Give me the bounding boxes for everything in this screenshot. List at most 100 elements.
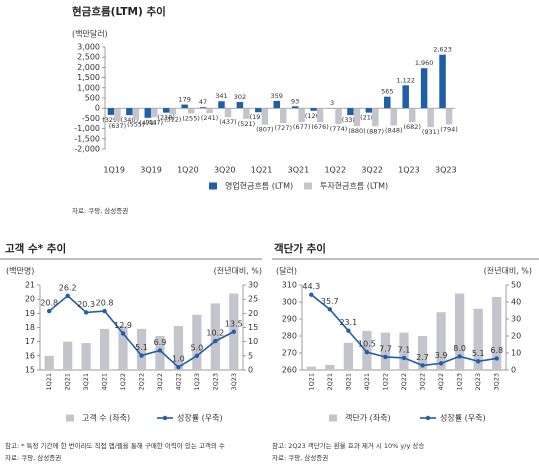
value-label: (218) (360, 114, 377, 122)
bar (236, 102, 244, 109)
value-label: 1.0 (172, 355, 185, 364)
value-label: (887) (367, 127, 384, 135)
bar (44, 355, 54, 370)
value-label: 7.1 (398, 345, 411, 354)
yticks-label: 15 (25, 366, 35, 375)
value-label: (126) (305, 112, 322, 120)
yticks-label: 19 (25, 309, 35, 318)
y2ticks-label: 10 (248, 337, 258, 346)
yticks-label: 2,000 (77, 63, 100, 72)
yticks-label: 2,500 (77, 53, 100, 62)
value-label: 7.7 (379, 344, 392, 353)
value-label: (931) (422, 128, 439, 136)
value-label: 1,122 (396, 76, 415, 84)
yticks-label: 280 (282, 332, 297, 341)
value-label: (848) (385, 126, 402, 134)
value-label: (880) (348, 127, 365, 135)
yticks-label: 310 (282, 281, 297, 290)
value-label: 26.2 (59, 283, 77, 292)
value-label: 6.9 (154, 338, 167, 347)
line-point (231, 329, 236, 334)
value-label: 20.3 (77, 300, 95, 309)
bar (118, 326, 128, 370)
bar (206, 108, 213, 114)
line-point (438, 361, 444, 366)
x-tick-label: 1Q22 (381, 373, 389, 391)
value-label: (555) (127, 121, 144, 129)
bar (408, 108, 416, 123)
yticks-label: 500 (85, 94, 100, 103)
value-label: 12.9 (114, 321, 132, 330)
x-tick-label: 2Q21 (64, 373, 72, 391)
bar (335, 108, 342, 124)
value-label: 3 (330, 99, 334, 107)
value-label: (329) (102, 116, 119, 124)
bar (365, 108, 373, 113)
bar (380, 332, 391, 370)
bar (218, 101, 225, 109)
x-tick-label: 2Q21 (326, 373, 334, 391)
bar (316, 108, 324, 122)
value-label: 6.8 (490, 346, 503, 355)
bar (280, 108, 287, 124)
value-label: (521) (238, 120, 255, 128)
y2ticks-label: 0 (248, 366, 253, 375)
line-point (83, 310, 89, 315)
bar (107, 108, 115, 115)
bar (343, 342, 353, 370)
x-tick-label: 3Q22 (156, 373, 164, 391)
yticks-label: -500 (82, 114, 100, 123)
legend-swatch (66, 414, 74, 422)
bar (261, 108, 269, 125)
bar (81, 343, 91, 370)
x-tick-label: 4Q21 (101, 373, 109, 391)
bar (99, 328, 110, 370)
source: 자료: 쿠팡, 삼성증권 (272, 453, 328, 462)
line-point (102, 308, 107, 314)
legend-label: 성장률 (우축) (177, 413, 223, 423)
y2ticks-label: 15 (248, 323, 258, 332)
value-label: 359 (271, 92, 283, 100)
y-axis-label: (백만달러) (72, 29, 108, 39)
bar (399, 332, 409, 370)
legend-label: 영업현금흐름 (LTM) (225, 181, 293, 191)
yticks-label: 270 (282, 349, 297, 358)
line-point (420, 363, 425, 368)
bar (455, 293, 465, 370)
value-label: (312) (164, 116, 181, 124)
bar (210, 303, 220, 370)
bar (306, 366, 316, 370)
legend-swatch (425, 415, 431, 421)
bar (224, 108, 232, 118)
line-point (383, 354, 388, 360)
value-label: 302 (234, 93, 246, 101)
bar (181, 104, 188, 109)
source: 자료: 쿠팡, 삼성증권 (72, 206, 128, 215)
value-label: 10.2 (206, 329, 224, 338)
chart-title: 객단가 추이 (274, 242, 326, 255)
value-label: 341 (215, 92, 227, 100)
bar (162, 108, 170, 113)
x-tick-label: 1Q22 (324, 166, 346, 175)
value-label: (218) (157, 114, 174, 122)
line-point (494, 356, 499, 361)
x-tick-label: 1Q23 (193, 373, 201, 391)
y2ticks-label: 40 (511, 298, 521, 307)
value-label: 23.1 (339, 318, 357, 327)
x-tick-label: 3Q21 (344, 373, 352, 391)
value-label: 20.8 (96, 299, 114, 308)
y2-axis-label: (전년대비, %) (214, 266, 262, 276)
x-tick-label: 1Q23 (398, 166, 420, 175)
yticks-label: -2,000 (74, 145, 100, 154)
yticks-label: 21 (25, 281, 35, 290)
value-label: (255) (182, 114, 199, 122)
bar (291, 106, 299, 109)
line-point (120, 331, 126, 336)
value-label: (637) (109, 122, 126, 130)
x-tick-label: 1Q21 (307, 373, 315, 391)
line-point (346, 328, 351, 333)
bar (132, 108, 140, 120)
line-point (65, 293, 70, 298)
chart-title: 고객 수* 추이 (5, 242, 66, 255)
yticks-label: 3,000 (77, 43, 100, 52)
